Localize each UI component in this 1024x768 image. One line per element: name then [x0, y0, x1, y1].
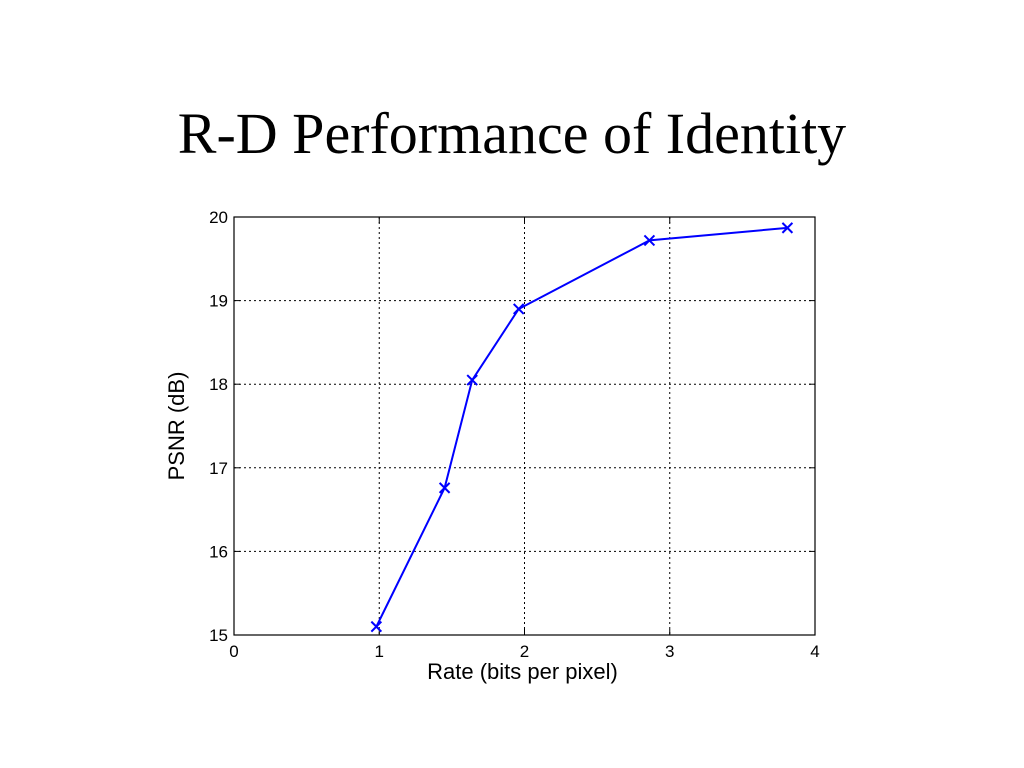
slide-title: R-D Performance of Identity [177, 101, 847, 166]
data-point-marker [781, 222, 794, 234]
series-line [375, 226, 788, 628]
y-tick-label: 15 [209, 626, 228, 645]
y-tick-label: 16 [209, 542, 228, 561]
x-axis-label: Rate (bits per pixel) [427, 659, 618, 684]
y-axis-label: PSNR (dB) [164, 372, 189, 481]
x-tick-label: 3 [665, 642, 674, 661]
data-point-marker [466, 374, 478, 386]
y-tick-label: 19 [209, 292, 228, 311]
x-tick-label: 1 [375, 642, 384, 661]
plot-area [234, 217, 815, 635]
x-tick-label: 4 [810, 642, 819, 661]
x-tick-label: 2 [520, 642, 529, 661]
data-point-marker [370, 620, 383, 633]
y-tick-label: 20 [209, 208, 228, 227]
data-point-marker [643, 234, 656, 247]
y-tick-label: 17 [209, 459, 228, 478]
data-point-marker [512, 303, 525, 315]
x-tick-label: 0 [229, 642, 238, 661]
data-point-marker [438, 482, 451, 494]
y-tick-label: 18 [209, 375, 228, 394]
